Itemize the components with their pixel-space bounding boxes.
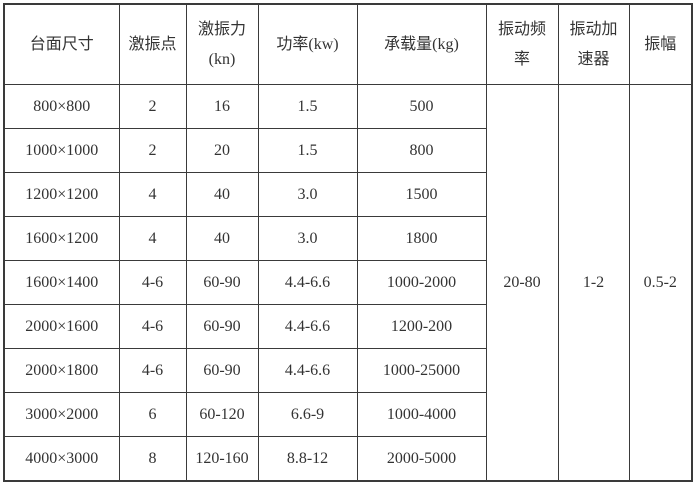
table-cell: 2 (118, 84, 187, 129)
table-cell: 4-6 (118, 304, 187, 349)
table-body: 800×800 2 16 1.5 500 20-80 1-2 0.5-2 1000×1000 2 2… (3, 84, 693, 482)
table-cell: 1200-200 (356, 304, 487, 349)
table-row: 800×800 2 16 1.5 500 20-80 1-2 0.5-2 (3, 84, 693, 482)
table-row: 1600×1200 4 40 3.0 1800 (3, 216, 692, 261)
table-cell: 6 (118, 392, 187, 437)
header-cell-vibration-accelerator: 振动加 速器 (557, 3, 630, 85)
table-cell: 1000-4000 (356, 392, 487, 437)
table-cell: 40 (185, 216, 259, 261)
table-cell: 8.8-12 (257, 436, 358, 482)
table-cell: 2000×1800 (3, 348, 120, 393)
table-cell: 1200×1200 (3, 172, 120, 217)
table-header: 台面尺寸 激振点 激振力 (kn) 功率(kw) 承载量(kg) 振动频 率 振… (3, 3, 693, 85)
table-row: 4000×3000 8 120-160 8.8-12 2000-5000 (3, 436, 692, 482)
table-cell: 20 (185, 128, 259, 173)
table-cell: 4000×3000 (3, 436, 120, 482)
table-cell: 6.6-9 (257, 392, 358, 437)
table-row: 3000×2000 6 60-120 6.6-9 1000-4000 (3, 392, 692, 437)
table-cell: 1000×1000 (3, 128, 120, 173)
header-cell-excitation-force: 激振力 (kn) (185, 3, 259, 85)
table-cell: 120-160 (185, 436, 259, 482)
header-cell-vibration-frequency: 振动频 率 (485, 3, 559, 85)
table-cell: 500 (356, 84, 487, 129)
table-row: 1000×1000 2 20 1.5 800 (3, 128, 692, 173)
header-cell-load-capacity: 承载量(kg) (356, 3, 487, 85)
table-cell: 2000-5000 (356, 436, 487, 482)
table-cell: 1.5 (257, 128, 358, 173)
table-cell: 4 (118, 172, 187, 217)
table-cell: 60-90 (185, 260, 259, 305)
table-row: 1200×1200 4 40 3.0 1500 (3, 172, 692, 217)
table-cell: 1.5 (257, 84, 358, 129)
table-cell: 800 (356, 128, 487, 173)
header-row: 台面尺寸 激振点 激振力 (kn) 功率(kw) 承载量(kg) 振动频 率 振… (3, 3, 693, 85)
table-cell: 4-6 (118, 260, 187, 305)
header-cell-power: 功率(kw) (257, 3, 358, 85)
table-cell: 1000-2000 (356, 260, 487, 305)
table-cell: 1600×1400 (3, 260, 120, 305)
table-cell: 1800 (356, 216, 487, 261)
table-cell: 40 (185, 172, 259, 217)
header-cell-amplitude: 振幅 (628, 3, 693, 85)
header-cell-excitation-points: 激振点 (118, 3, 187, 85)
table-cell: 4.4-6.6 (257, 260, 358, 305)
table-cell: 2000×1600 (3, 304, 120, 349)
header-cell-table-size: 台面尺寸 (3, 3, 120, 85)
table-cell: 4-6 (118, 348, 187, 393)
table-cell: 2 (118, 128, 187, 173)
merged-cell: 20-80 (485, 84, 559, 482)
table-cell: 800×800 (3, 84, 120, 129)
table-cell: 4 (118, 216, 187, 261)
spec-table: 台面尺寸 激振点 激振力 (kn) 功率(kw) 承载量(kg) 振动频 率 振… (3, 3, 693, 482)
merged-cell: 0.5-2 (628, 84, 693, 482)
table-cell: 1600×1200 (3, 216, 120, 261)
table-cell: 60-90 (185, 304, 259, 349)
table-cell: 8 (118, 436, 187, 482)
table-cell: 4.4-6.6 (257, 304, 358, 349)
table-cell: 60-120 (185, 392, 259, 437)
table-cell: 16 (185, 84, 259, 129)
table-row: 1600×1400 4-6 60-90 4.4-6.6 1000-2000 (3, 260, 692, 305)
table-cell: 1500 (356, 172, 487, 217)
table-cell: 1000-25000 (356, 348, 487, 393)
merged-cell: 1-2 (557, 84, 630, 482)
table-cell: 3000×2000 (3, 392, 120, 437)
table-cell: 60-90 (185, 348, 259, 393)
table-cell: 4.4-6.6 (257, 348, 358, 393)
table-cell: 3.0 (257, 216, 358, 261)
table-cell: 3.0 (257, 172, 358, 217)
